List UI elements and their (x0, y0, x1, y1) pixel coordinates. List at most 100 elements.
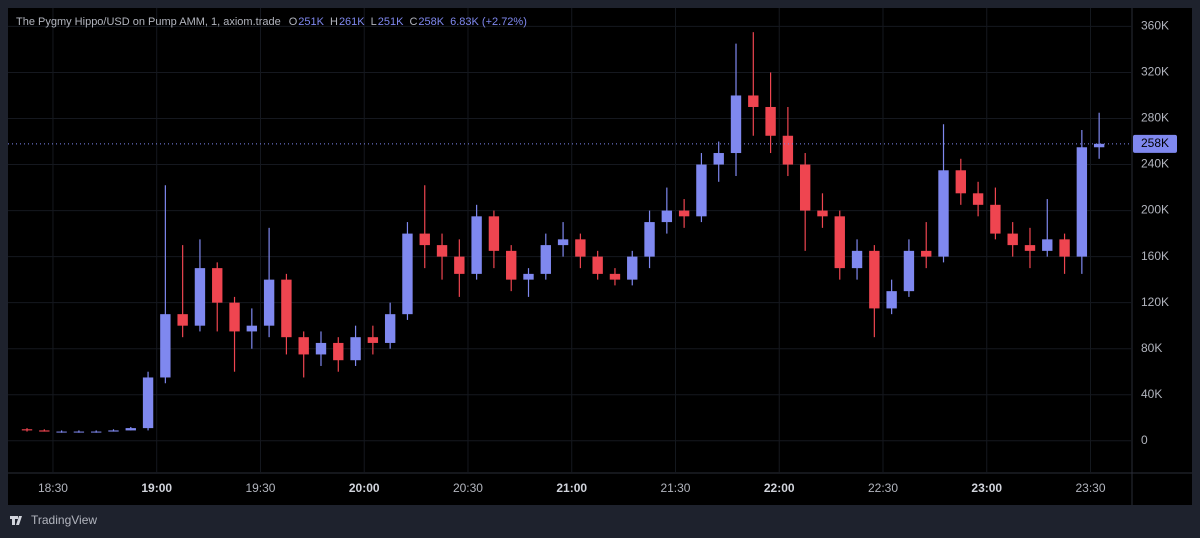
candle-body (713, 153, 724, 165)
candle-body (402, 233, 413, 315)
x-tick-label: 19:00 (141, 481, 172, 495)
x-tick-label: 22:00 (764, 481, 795, 495)
candle-body (436, 245, 448, 257)
candle-body (91, 431, 102, 433)
candle-body (454, 256, 465, 274)
candle-body (39, 430, 50, 432)
x-tick-label: 22:30 (868, 481, 898, 495)
candle-body (263, 279, 275, 326)
x-tick-label: 23:00 (971, 481, 1002, 495)
candle-body (315, 342, 327, 355)
candle-body (212, 268, 223, 303)
y-tick-label: 200K (1141, 203, 1169, 217)
candle-body (627, 256, 638, 280)
last-price-badge (1133, 134, 1177, 153)
x-tick-label: 18:30 (38, 481, 68, 495)
x-tick-label: 19:30 (245, 481, 275, 495)
candle-body (229, 302, 240, 332)
x-tick-label: 21:30 (660, 481, 690, 495)
candle-body (972, 193, 984, 205)
candle-body (730, 95, 742, 154)
candle-body (523, 273, 534, 280)
candle-body (644, 222, 655, 257)
chart-title: The Pygmy Hippo/USD on Pump AMM, 1, axio… (16, 16, 281, 28)
x-tick-label: 21:00 (556, 481, 587, 495)
legend-text: C (409, 16, 417, 28)
y-tick-label: 40K (1141, 387, 1162, 401)
legend-text: 251K (298, 16, 324, 28)
candle-body (506, 250, 517, 280)
candle-body (471, 216, 482, 274)
legend-text: H (330, 16, 338, 28)
candle-body (765, 106, 776, 136)
legend-text: 261K (339, 16, 365, 28)
ohlc-legend: O 251K H 261K L 251K C 258K 6.83K (+2.72%) (289, 16, 527, 28)
candle-body (125, 428, 136, 431)
labels: 0 40K 80K 120K 160K 200K 240K 280K 320K 360K 18:30… (8, 19, 1177, 495)
y-tick-label: 280K (1141, 111, 1169, 125)
candle-body (73, 431, 85, 433)
x-tick-label: 23:30 (1075, 481, 1105, 495)
candle-body (160, 314, 171, 378)
x-tick-label: 20:00 (349, 481, 380, 495)
candle-body (903, 250, 915, 292)
brand-logo (10, 516, 22, 525)
candle-body (246, 325, 258, 332)
candle-body (281, 279, 292, 338)
candle-body (142, 377, 154, 429)
legend-text: O (289, 16, 298, 28)
candle-body (921, 250, 932, 257)
candle-body (177, 314, 188, 326)
candle-body (1093, 143, 1105, 148)
candle-body (488, 216, 500, 251)
candle-body (21, 429, 33, 431)
y-tick-label: 160K (1141, 249, 1169, 263)
candle-body (869, 250, 880, 309)
candles (21, 32, 1105, 433)
candle-body (108, 430, 119, 432)
candle-body (851, 250, 863, 269)
candle-body (938, 170, 949, 257)
candle-body (955, 170, 966, 194)
candle-body (661, 210, 673, 223)
candle-body (782, 135, 794, 165)
brand-name: TradingView (31, 513, 97, 527)
x-tick-label: 20:30 (453, 481, 483, 495)
legend-text: 251K (378, 16, 404, 28)
candle-body (367, 337, 379, 343)
candle-body (1076, 147, 1088, 257)
y-tick-label: 80K (1141, 341, 1162, 355)
candle-body (333, 342, 344, 361)
candle-body (696, 164, 707, 217)
candle-body (817, 210, 828, 217)
candle-body (799, 164, 811, 211)
legend-text: 258K (418, 16, 444, 28)
candle-body (575, 239, 586, 257)
candle-body (886, 291, 897, 309)
candle-body (609, 273, 621, 280)
brand: TradingView (10, 513, 97, 527)
y-tick-label: 360K (1141, 19, 1169, 33)
candle-body (592, 256, 603, 274)
y-tick-label: 120K (1141, 295, 1169, 309)
candle-body (540, 245, 551, 274)
y-tick-label: 0 (1141, 433, 1148, 447)
legend-text: 6.83K (+2.72%) (450, 16, 527, 28)
candle-body (834, 216, 845, 269)
candle-body (1007, 233, 1018, 246)
candle-body (557, 239, 569, 246)
candle-body (350, 337, 361, 361)
candle-body (194, 268, 206, 326)
candle-body (384, 314, 396, 343)
candle-body (678, 210, 690, 217)
legend-text: L (371, 16, 377, 28)
candle-body (1059, 239, 1070, 257)
candle-body (1024, 245, 1036, 251)
candle-body (1042, 239, 1053, 251)
last-price-label: 258K (1141, 136, 1169, 150)
y-tick-label: 240K (1141, 157, 1169, 171)
candle-body (990, 204, 1001, 234)
candle-body (56, 431, 67, 433)
candle-body (748, 95, 759, 107)
